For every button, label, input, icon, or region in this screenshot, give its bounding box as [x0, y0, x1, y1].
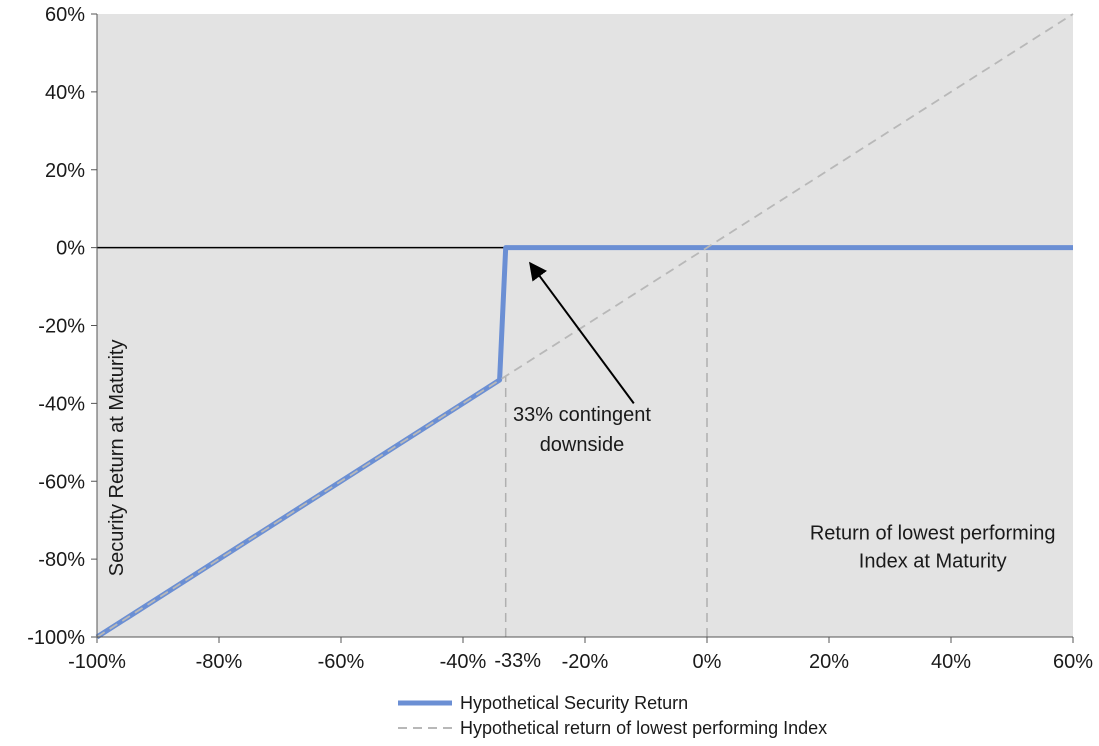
x-axis-title-line: Index at Maturity: [859, 551, 1007, 573]
x-tick-label-extra: -33%: [494, 650, 541, 672]
y-tick-label: 20%: [45, 160, 85, 182]
x-tick-label: -100%: [68, 651, 126, 673]
annotation-text: downside: [540, 434, 625, 456]
annotation-text: 33% contingent: [513, 404, 651, 426]
x-tick-label: -80%: [196, 651, 243, 673]
legend-label: Hypothetical Security Return: [460, 693, 688, 713]
y-tick-label: -80%: [38, 549, 85, 571]
legend-label: Hypothetical return of lowest performing…: [460, 718, 827, 738]
y-tick-label: -100%: [27, 627, 85, 649]
x-axis-title-line: Return of lowest performing: [810, 523, 1056, 545]
y-tick-label: -60%: [38, 471, 85, 493]
y-axis-title: Security Return at Maturity: [106, 340, 128, 577]
y-tick-label: -20%: [38, 316, 85, 338]
x-tick-label: 20%: [809, 651, 849, 673]
x-tick-label: -60%: [318, 651, 365, 673]
x-tick-label: 60%: [1053, 651, 1093, 673]
y-tick-label: 60%: [45, 4, 85, 26]
legend: Hypothetical Security Return Hypothetical…: [398, 693, 827, 738]
x-tick-label: 0%: [693, 651, 722, 673]
y-tick-label: 40%: [45, 82, 85, 104]
x-tick-label: -20%: [562, 651, 609, 673]
x-tick-label: -40%: [440, 651, 487, 673]
y-tick-label: -40%: [38, 393, 85, 415]
x-tick-label: 40%: [931, 651, 971, 673]
y-tick-label: 0%: [56, 238, 85, 260]
